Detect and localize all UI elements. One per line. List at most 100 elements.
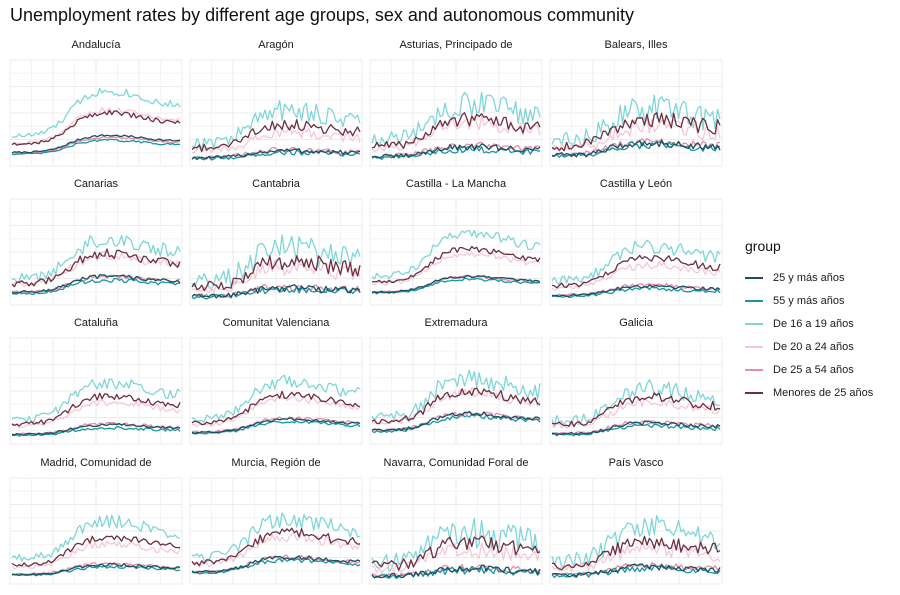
legend: group 25 y más años 55 y más años De 16 a … — [745, 238, 895, 404]
facet-panel: Castilla - La Mancha — [369, 178, 543, 306]
series-line — [11, 234, 181, 284]
legend-key — [745, 368, 763, 371]
series-line — [551, 254, 721, 289]
series-line — [11, 135, 181, 154]
legend-item: 25 y más años — [745, 266, 895, 289]
facet-panel: Madrid, Comunidad de — [9, 457, 183, 585]
facet-panel: Cataluña — [9, 317, 183, 445]
series-line — [191, 374, 361, 423]
series-line — [371, 369, 541, 422]
series-line — [371, 145, 541, 161]
panel-title: Castilla y León — [600, 178, 672, 190]
panel-title: Cataluña — [74, 317, 119, 329]
legend-item: Menores de 25 años — [745, 381, 895, 404]
series-line — [11, 109, 181, 146]
panel-title: Extremadura — [425, 317, 489, 329]
series-line — [11, 422, 181, 436]
series-line — [551, 540, 721, 573]
series-line — [191, 532, 361, 568]
series-line — [551, 141, 721, 158]
series-line — [371, 112, 541, 149]
facet-panel: Cantabria — [189, 178, 363, 306]
series-line — [551, 563, 721, 578]
series-line — [191, 99, 361, 150]
legend-items: 25 y más años 55 y más años De 16 a 19 año… — [745, 266, 895, 404]
series-line — [11, 426, 181, 437]
panel-title: Castilla - La Mancha — [406, 178, 507, 190]
series-line — [371, 564, 541, 579]
facet-panel: Navarra, Comunidad Foral de — [369, 457, 543, 585]
series-line — [551, 112, 721, 152]
facet-panel: Andalucía — [9, 39, 183, 167]
series-line — [11, 535, 181, 567]
facet-panel: Asturias, Principado de — [369, 39, 543, 167]
panel-title: País Vasco — [609, 457, 664, 469]
panel-title: Galicia — [619, 317, 654, 329]
series-line — [551, 139, 721, 158]
series-line — [371, 542, 541, 574]
panel-title: Andalucía — [72, 39, 122, 51]
series-line — [191, 284, 361, 299]
series-line — [191, 417, 361, 434]
series-line — [11, 138, 181, 156]
series-line — [191, 148, 361, 161]
panel-title: Comunitat Valenciana — [223, 317, 331, 329]
legend-key — [745, 299, 763, 302]
series-line — [371, 229, 541, 280]
panel-title: Asturias, Principado de — [399, 39, 512, 51]
series-line — [552, 284, 721, 298]
series-line — [11, 540, 181, 570]
series-line — [551, 392, 721, 428]
legend-key — [745, 391, 763, 394]
series-line — [371, 274, 541, 294]
series-line — [191, 234, 361, 291]
series-line — [11, 562, 181, 577]
series-line — [191, 555, 361, 574]
panel-title: Cantabria — [252, 178, 301, 190]
legend-label: 25 y más años — [773, 271, 845, 284]
series-line — [191, 119, 361, 153]
series-line — [371, 245, 541, 284]
series-line — [11, 87, 181, 139]
series-line — [371, 517, 541, 572]
series-line — [371, 387, 541, 425]
facet-panel: País Vasco — [549, 457, 723, 585]
panel-title: Navarra, Comunidad Foral de — [384, 457, 529, 469]
legend-item: De 16 a 19 años — [745, 312, 895, 335]
series-line — [11, 248, 181, 288]
series-line — [191, 527, 361, 567]
facet-panel: Comunitat Valenciana — [189, 317, 363, 445]
series-line — [551, 535, 721, 571]
series-line — [191, 395, 361, 428]
panel-title: Madrid, Comunidad de — [40, 457, 151, 469]
facet-panel: Aragón — [189, 39, 363, 167]
series-line — [551, 423, 721, 437]
series-line — [11, 274, 181, 294]
series-line — [11, 514, 181, 562]
panel-title: Balears, Illes — [605, 39, 668, 51]
legend-item: 55 y más años — [745, 289, 895, 312]
legend-label: De 25 a 54 años — [773, 363, 854, 376]
series-line — [11, 134, 181, 154]
legend-label: De 20 a 24 años — [773, 340, 854, 353]
legend-title: group — [745, 238, 781, 254]
facet-panel: Balears, Illes — [549, 39, 723, 167]
series-line — [12, 565, 181, 577]
panel-title: Canarias — [74, 178, 119, 190]
facet-panel: Murcia, Región de — [189, 457, 363, 585]
series-line — [371, 411, 541, 432]
facet-panel: Castilla y León — [549, 178, 723, 306]
facet-panel: Galicia — [549, 317, 723, 445]
legend-item: De 25 a 54 años — [745, 358, 895, 381]
series-line — [191, 255, 361, 292]
legend-key — [745, 276, 763, 279]
series-line — [551, 420, 721, 436]
series-line — [191, 390, 361, 426]
legend-key — [745, 345, 763, 348]
series-line — [191, 125, 361, 154]
chart-title: Unemployment rates by different age grou… — [10, 5, 635, 25]
facet-panel: Extremadura — [369, 317, 543, 445]
legend-key — [745, 322, 763, 325]
series-line — [191, 512, 361, 562]
